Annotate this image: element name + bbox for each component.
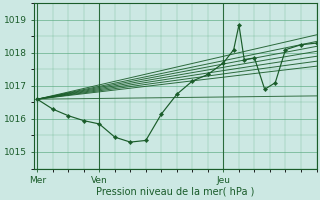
- X-axis label: Pression niveau de la mer( hPa ): Pression niveau de la mer( hPa ): [96, 187, 254, 197]
